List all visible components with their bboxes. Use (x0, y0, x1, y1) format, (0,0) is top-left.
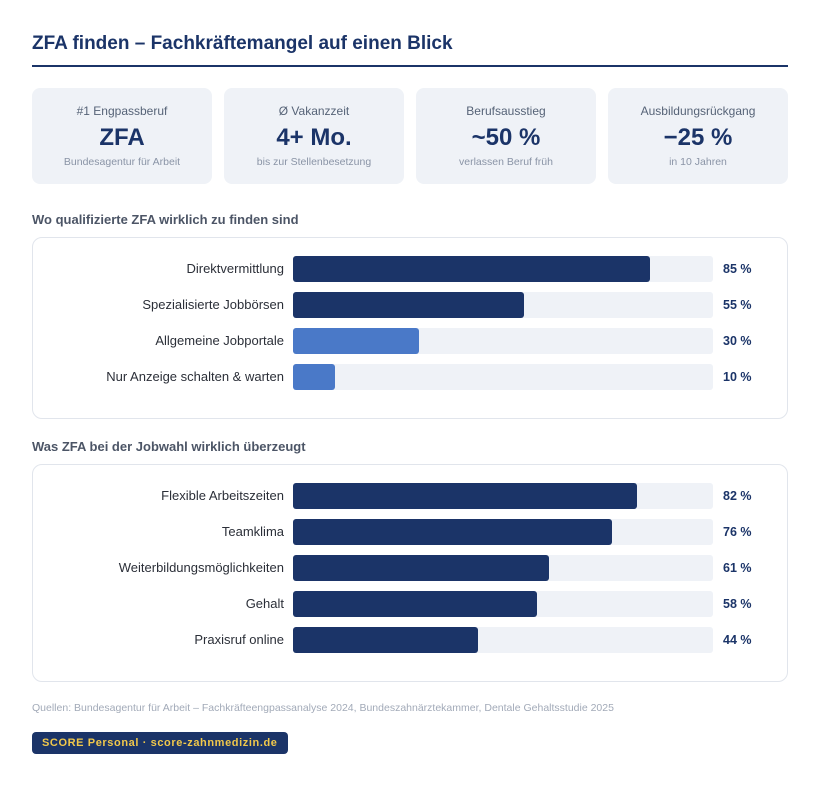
title-divider (32, 65, 788, 67)
bar-value-label: 30 % (723, 334, 752, 348)
bar-label: Weiterbildungsmöglichkeiten (118, 560, 284, 575)
chart-title-factors: Was ZFA bei der Jobwahl wirklich überzeu… (32, 439, 306, 454)
sources-note: Quellen: Bundesagentur für Arbeit – Fach… (32, 702, 614, 714)
bar (293, 328, 419, 354)
bar-label: Praxisruf online (194, 632, 284, 647)
bar-value-label: 85 % (723, 262, 752, 276)
brand-badge: SCORE Personal · score-zahnmedizin.de (32, 732, 288, 754)
bar-track (293, 555, 713, 581)
kpi-label: Ausbildungsrückgang (640, 104, 756, 118)
bar-label: Direktvermittlung (186, 261, 284, 276)
bar (293, 292, 524, 318)
bar-track (293, 256, 713, 282)
bar-value-label: 44 % (723, 633, 752, 647)
bar-label: Nur Anzeige schalten & warten (106, 369, 284, 384)
bar-label: Teamklima (221, 524, 284, 539)
kpi-label: #1 Engpassberuf (76, 104, 168, 118)
bar-label: Gehalt (245, 596, 284, 611)
bar-label: Allgemeine Jobportale (155, 333, 284, 348)
kpi-value: −25 % (663, 124, 733, 151)
kpi-card-bottleneck: #1 Engpassberuf ZFA Bundesagentur für Ar… (32, 88, 212, 184)
bar (293, 256, 650, 282)
bar-track (293, 627, 713, 653)
bar (293, 555, 549, 581)
kpi-card-exit: Berufsausstieg ~50 % verlassen Beruf frü… (416, 88, 596, 184)
bar-track (293, 483, 713, 509)
bar (293, 519, 612, 545)
kpi-row: #1 Engpassberuf ZFA Bundesagentur für Ar… (32, 88, 788, 184)
chart-panel-channels: Direktvermittlung 85 % Spezialisierte Jobb… (32, 237, 788, 419)
page-title: ZFA finden – Fachkräftemangel auf einen … (32, 33, 453, 54)
bar-track (293, 591, 713, 617)
kpi-note: in 10 Jahren (669, 156, 727, 168)
kpi-card-vacancy-time: Ø Vakanzzeit 4+ Mo. bis zur Stellenbeset… (224, 88, 404, 184)
bar-track (293, 519, 713, 545)
kpi-value: 4+ Mo. (276, 124, 352, 151)
kpi-card-training-decline: Ausbildungsrückgang −25 % in 10 Jahren (608, 88, 788, 184)
kpi-value: ~50 % (471, 124, 541, 151)
bar-row: Nur Anzeige schalten & warten 10 % (33, 364, 789, 390)
bar-track (293, 328, 713, 354)
kpi-note: bis zur Stellenbesetzung (256, 156, 372, 168)
chart-panel-factors: Flexible Arbeitszeiten 82 % Teamklima 76 % W… (32, 464, 788, 682)
bar-row: Flexible Arbeitszeiten 82 % (33, 483, 789, 509)
kpi-value: ZFA (99, 124, 145, 151)
bar-track (293, 364, 713, 390)
kpi-label: Berufsausstieg (466, 104, 546, 118)
bar (293, 364, 335, 390)
bar-row: Direktvermittlung 85 % (33, 256, 789, 282)
bar-row: Spezialisierte Jobbörsen 55 % (33, 292, 789, 318)
bar-value-label: 10 % (723, 370, 752, 384)
bar-row: Allgemeine Jobportale 30 % (33, 328, 789, 354)
bar-row: Teamklima 76 % (33, 519, 789, 545)
bar (293, 591, 537, 617)
bar (293, 483, 637, 509)
bar-row: Weiterbildungsmöglichkeiten 61 % (33, 555, 789, 581)
kpi-label: Ø Vakanzzeit (278, 104, 350, 118)
bar-value-label: 55 % (723, 298, 752, 312)
bar-row: Praxisruf online 44 % (33, 627, 789, 653)
bar (293, 627, 478, 653)
bar-track (293, 292, 713, 318)
bar-value-label: 58 % (723, 597, 752, 611)
chart-title-channels: Wo qualifizierte ZFA wirklich zu finden … (32, 212, 299, 227)
kpi-note: verlassen Beruf früh (459, 156, 553, 168)
bar-label: Spezialisierte Jobbörsen (142, 297, 284, 312)
bar-value-label: 82 % (723, 489, 752, 503)
bar-value-label: 76 % (723, 525, 752, 539)
bar-row: Gehalt 58 % (33, 591, 789, 617)
bar-value-label: 61 % (723, 561, 752, 575)
bar-label: Flexible Arbeitszeiten (161, 488, 284, 503)
kpi-note: Bundesagentur für Arbeit (63, 156, 181, 168)
